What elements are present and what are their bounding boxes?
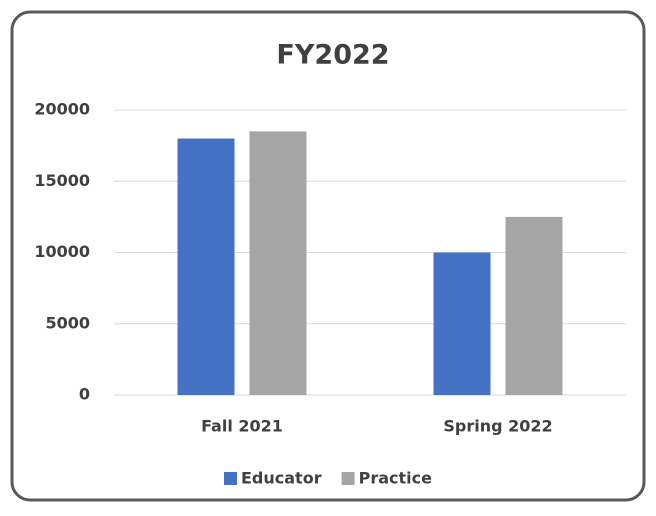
legend-swatch [224, 472, 237, 485]
y-tick-label: 10000 [34, 242, 90, 261]
x-tick-label: Fall 2021 [201, 417, 283, 436]
x-tick-label: Spring 2022 [443, 417, 552, 436]
bar [177, 138, 235, 395]
bar [433, 252, 491, 395]
y-tick-label: 5000 [45, 313, 90, 332]
chart-title: FY2022 [276, 40, 389, 71]
bar [505, 216, 563, 395]
y-tick-label: 0 [79, 385, 90, 404]
y-tick-label: 15000 [34, 171, 90, 190]
legend-swatch [341, 472, 355, 485]
y-tick-label: 20000 [34, 100, 90, 119]
legend-label: Practice [359, 469, 433, 488]
bar [249, 131, 307, 395]
legend-label: Educator [241, 469, 322, 488]
